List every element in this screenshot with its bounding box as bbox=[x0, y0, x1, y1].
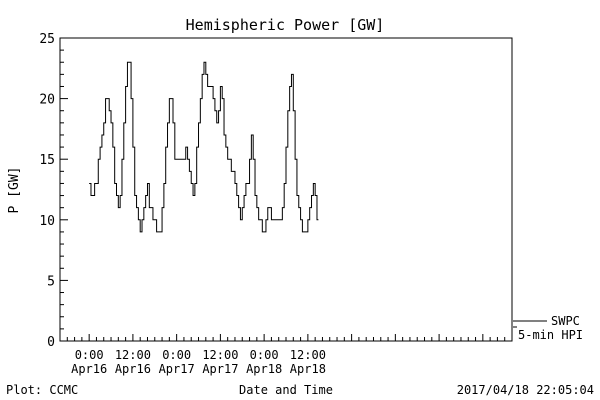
x-tick-label-time: 12:00 bbox=[290, 348, 326, 362]
x-axis-label: Date and Time bbox=[239, 383, 333, 397]
chart-title: Hemispheric Power [GW] bbox=[186, 16, 385, 34]
x-axis: 0:00Apr1612:00Apr160:00Apr1712:00Apr170:… bbox=[59, 334, 513, 376]
y-tick-label: 10 bbox=[39, 214, 55, 229]
y-axis-label: P [GW] bbox=[7, 167, 22, 214]
x-tick-label-time: 0:00 bbox=[162, 348, 191, 362]
x-tick-label-time: 12:00 bbox=[115, 348, 151, 362]
series-group bbox=[89, 61, 319, 233]
x-tick-label-date: Apr18 bbox=[246, 362, 282, 376]
y-tick-label: 20 bbox=[39, 93, 55, 108]
y-tick-label: 5 bbox=[47, 274, 55, 289]
x-tick-label-date: Apr18 bbox=[290, 362, 326, 376]
x-tick-label-date: Apr17 bbox=[159, 362, 195, 376]
x-tick-label-date: Apr16 bbox=[71, 362, 107, 376]
legend: SWPC 5-min HPI bbox=[513, 314, 583, 342]
legend-swpc-label: SWPC bbox=[551, 314, 580, 328]
x-tick-label-time: 0:00 bbox=[250, 348, 279, 362]
legend-hpi-label: 5-min HPI bbox=[518, 328, 583, 342]
x-tick-label-time: 12:00 bbox=[202, 348, 238, 362]
y-tick-label: 0 bbox=[47, 335, 55, 350]
y-tick-label: 25 bbox=[39, 32, 55, 47]
x-tick-label-time: 0:00 bbox=[75, 348, 104, 362]
x-tick-label-date: Apr16 bbox=[115, 362, 151, 376]
series-line-hpi bbox=[89, 61, 319, 233]
footer-timestamp: 2017/04/18 22:05:04 bbox=[457, 383, 594, 397]
x-tick-label-date: Apr17 bbox=[202, 362, 238, 376]
footer-plot-credit: Plot: CCMC bbox=[6, 383, 78, 397]
y-tick-label: 15 bbox=[39, 153, 55, 168]
y-axis: 0 5 10 15 20 25 bbox=[39, 32, 68, 350]
